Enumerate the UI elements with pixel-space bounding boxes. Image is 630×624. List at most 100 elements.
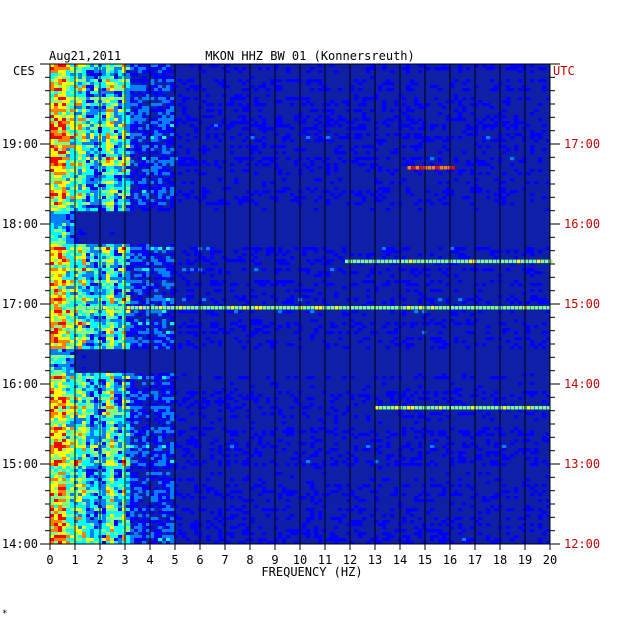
- spectrogram-cell: [258, 262, 263, 266]
- spectrogram-cell: [114, 247, 119, 251]
- spectrogram-cell: [126, 169, 131, 173]
- spectrogram-cell: [134, 403, 139, 407]
- spectrogram-cell: [70, 121, 75, 125]
- spectrogram-cell: [62, 151, 67, 155]
- spectrogram-cell: [122, 283, 127, 287]
- spectrogram-cell: [214, 262, 219, 266]
- spectrogram-cell: [86, 385, 91, 389]
- spectrogram-cell: [86, 250, 91, 254]
- spectrogram-cell: [158, 79, 163, 83]
- spectrogram-cell: [218, 82, 223, 86]
- spectrogram-cell: [102, 67, 107, 71]
- spectrogram-cell: [62, 184, 67, 188]
- spectrogram-cell: [50, 298, 55, 302]
- spectrogram-cell: [222, 427, 227, 431]
- spectrogram-cell: [90, 310, 95, 314]
- spectrogram-cell: [266, 163, 271, 167]
- spectrogram-cell: [86, 82, 91, 86]
- spectrogram-cell: [118, 109, 123, 113]
- spectrogram-cell: [394, 100, 399, 104]
- spectrogram-cell: [126, 136, 131, 140]
- spectrogram-cell: [170, 112, 175, 116]
- spectrogram-cell: [146, 151, 151, 155]
- spectrogram-cell: [378, 85, 383, 89]
- spectrogram-cell: [230, 289, 235, 293]
- spectrogram-cell: [454, 340, 459, 344]
- spectrogram-cell: [466, 163, 471, 167]
- spectrogram-cell: [102, 151, 107, 155]
- spectrogram-cell: [214, 313, 219, 317]
- spectrogram-cell: [74, 421, 79, 425]
- spectrogram-cell: [102, 286, 107, 290]
- spectrogram-cell: [502, 187, 507, 191]
- spectrogram-cell: [110, 268, 115, 272]
- spectrogram-cell: [114, 148, 119, 152]
- spectrogram-cell: [62, 265, 67, 269]
- spectrogram-cell: [118, 289, 123, 293]
- spectrogram-cell: [190, 157, 195, 161]
- spectrogram-cell: [102, 397, 107, 401]
- spectrogram-cell: [114, 286, 119, 290]
- spectrogram-cell: [450, 85, 455, 89]
- spectrogram-cell: [270, 346, 275, 350]
- spectrogram-cell: [374, 97, 379, 101]
- spectrogram-cell: [130, 124, 135, 128]
- spectrogram-cell: [242, 67, 247, 71]
- spectrogram-cell: [66, 259, 71, 263]
- spectrogram-cell: [330, 283, 335, 287]
- spectrogram-cell: [62, 232, 67, 236]
- spectrogram-cell: [282, 262, 287, 266]
- spectrogram-cell: [110, 310, 115, 314]
- spectrogram-cell: [262, 331, 267, 335]
- spectrogram-cell: [90, 385, 95, 389]
- spectrogram-cell: [102, 148, 107, 152]
- spectrogram-cell: [54, 328, 59, 332]
- spectrogram-cell: [78, 175, 83, 179]
- spectrogram-cell: [342, 151, 347, 155]
- spectrogram-cell: [74, 253, 79, 257]
- spectrogram-cell: [406, 163, 411, 167]
- spectrogram-cell: [62, 217, 67, 221]
- spectrogram-cell: [62, 181, 67, 185]
- spectrogram-cell: [194, 136, 199, 140]
- spectrogram-cell: [146, 280, 151, 284]
- spectrogram-cell: [206, 163, 211, 167]
- spectrogram-cell: [354, 160, 359, 164]
- spectrogram-cell: [230, 283, 235, 287]
- spectrogram-cell: [70, 304, 75, 308]
- spectrogram-cell: [162, 322, 167, 326]
- spectrogram-cell: [158, 103, 163, 107]
- spectrogram-cell: [90, 109, 95, 113]
- spectrogram-cell: [142, 130, 147, 134]
- spectrogram-cell: [134, 391, 139, 395]
- spectrogram-cell: [74, 418, 79, 422]
- spectrogram-cell: [126, 331, 131, 335]
- spectrogram-cell: [154, 340, 159, 344]
- spectrogram-cell: [514, 298, 519, 302]
- spectrogram-cell: [50, 385, 55, 389]
- spectrogram-cell: [278, 250, 283, 254]
- spectrogram-cell: [486, 172, 491, 176]
- spectrogram-cell: [78, 313, 83, 317]
- spectrogram-cell: [102, 319, 107, 323]
- spectrogram-cell: [106, 109, 111, 113]
- spectrogram-cell: [374, 190, 379, 194]
- spectrogram-cell: [122, 130, 127, 134]
- spectrogram-cell: [66, 112, 71, 116]
- spectrogram-cell: [106, 145, 111, 149]
- spectrogram-cell: [370, 97, 375, 101]
- spectrogram-cell: [134, 388, 139, 392]
- spectrogram-cell: [158, 118, 163, 122]
- spectrogram-cell: [78, 274, 83, 278]
- spectrogram-cell: [262, 163, 267, 167]
- spectrogram-cell: [78, 157, 83, 161]
- spectrogram-cell: [102, 133, 107, 137]
- spectrogram-cell: [90, 172, 95, 176]
- spectrogram-cell: [50, 235, 55, 239]
- spectrogram-cell: [190, 325, 195, 329]
- spectrogram-cell: [154, 244, 159, 248]
- spectrogram-cell: [134, 163, 139, 167]
- spectrogram-cell: [142, 268, 147, 272]
- spectrogram-cell: [138, 397, 143, 401]
- spectrogram-cell: [54, 166, 59, 170]
